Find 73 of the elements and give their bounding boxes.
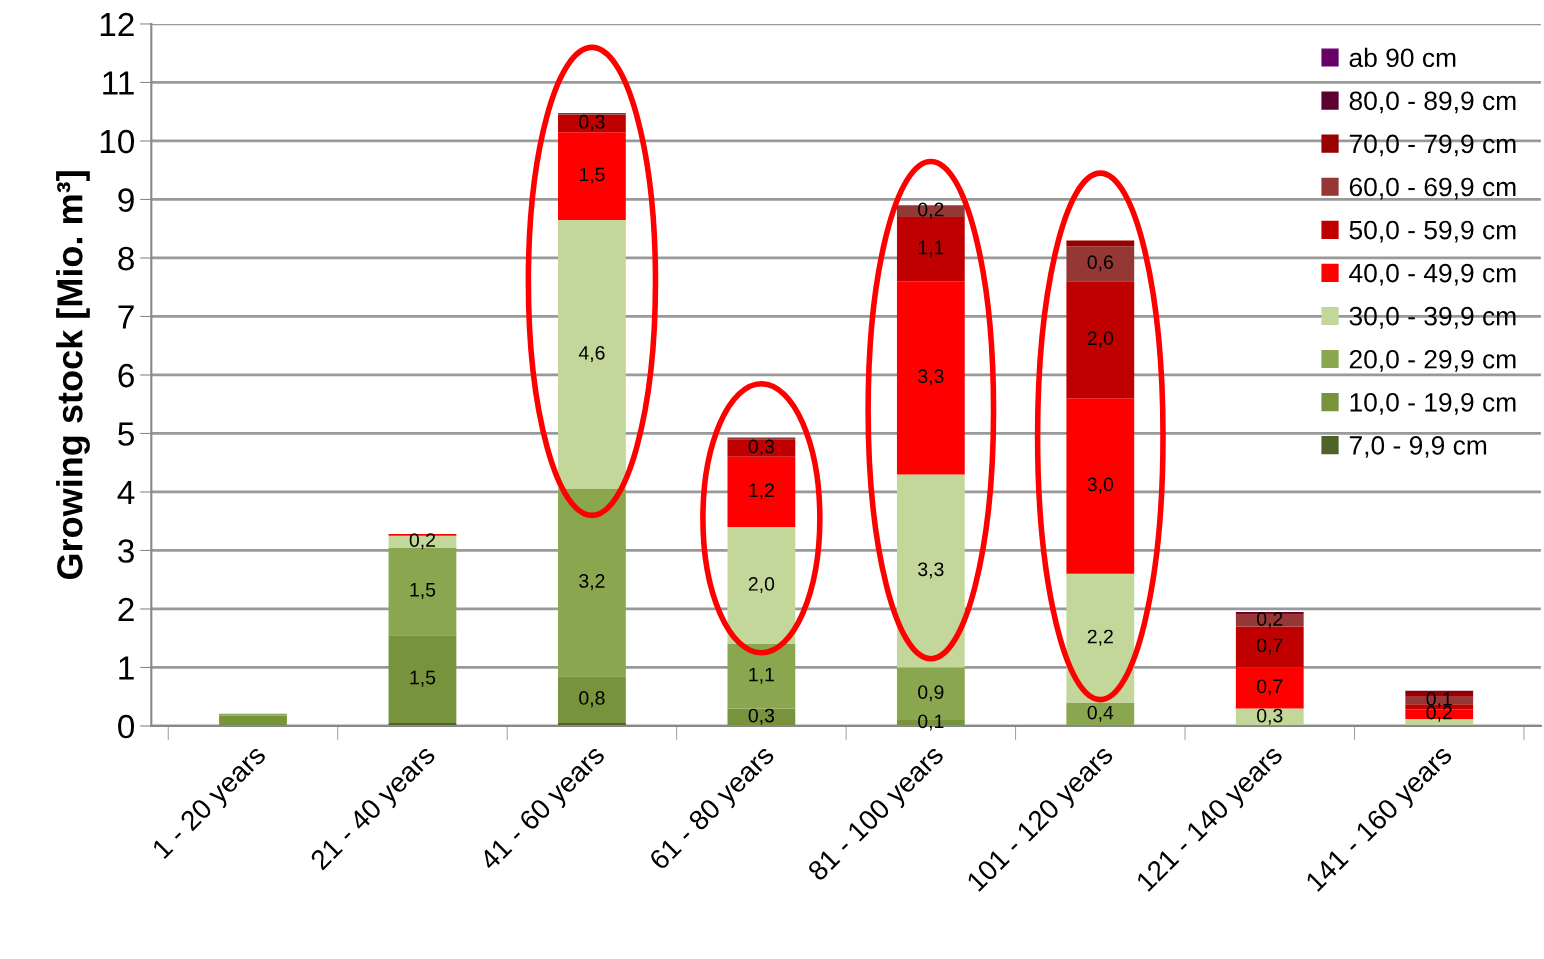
bar xyxy=(727,527,796,645)
bar xyxy=(1066,240,1135,247)
data-label: 0,8 xyxy=(579,691,605,708)
bar xyxy=(558,132,626,220)
bar xyxy=(388,635,457,724)
legend-label: 20,0 - 29,9 cm xyxy=(1349,349,1516,372)
data-label: 1,5 xyxy=(579,167,605,184)
bar xyxy=(1066,398,1135,574)
legend-label: 7,0 - 9,9 cm xyxy=(1349,436,1487,458)
bar xyxy=(1066,246,1135,282)
y-tick-label: 9 xyxy=(118,188,134,212)
legend-label: 50,0 - 59,9 cm xyxy=(1349,220,1516,243)
legend-label: 10,0 - 19,9 cm xyxy=(1350,392,1516,415)
data-label: 0,4 xyxy=(1087,705,1114,722)
data-label: 2,0 xyxy=(1087,331,1114,348)
legend-label: 80,0 - 89,9 cm xyxy=(1349,91,1516,114)
data-label: 0,3 xyxy=(1257,708,1283,725)
y-tick-label: 4 xyxy=(117,481,135,505)
legend-label: 40,0 - 49,9 cm xyxy=(1349,263,1516,286)
y-tick-label: 1 xyxy=(119,656,134,680)
y-tick-label: 3 xyxy=(118,539,134,563)
bar xyxy=(727,644,796,709)
y-axis-title: Growing stock [Mio. m³] xyxy=(56,171,90,580)
bar xyxy=(1235,614,1304,627)
data-label: 1,5 xyxy=(410,583,436,599)
y-tick-label: 8 xyxy=(118,246,134,271)
data-label: 0,1 xyxy=(918,714,944,731)
data-label: 0,3 xyxy=(748,439,775,456)
bar xyxy=(896,281,965,475)
bar xyxy=(896,217,965,282)
data-label: 1,1 xyxy=(749,667,774,684)
data-label: 0,7 xyxy=(1257,679,1283,696)
y-tick-label: 7 xyxy=(118,305,134,329)
data-label: 1,5 xyxy=(410,670,436,687)
data-label: 3,0 xyxy=(1087,477,1114,494)
bar xyxy=(1066,573,1135,703)
y-tick-label: 2 xyxy=(118,597,134,622)
data-label: 2,0 xyxy=(748,577,775,594)
data-label: 0,3 xyxy=(579,114,605,131)
data-label: 3,3 xyxy=(918,562,944,579)
legend-label: ab 90 cm xyxy=(1349,47,1456,68)
data-label: 3,3 xyxy=(918,369,944,386)
data-label: 4,6 xyxy=(578,345,605,363)
bar xyxy=(1066,281,1135,399)
y-tick-label: 10 xyxy=(100,129,135,154)
y-tick-label: 11 xyxy=(103,71,134,95)
bar xyxy=(1235,667,1304,709)
bar xyxy=(388,535,457,548)
y-tick-label: 6 xyxy=(118,363,134,388)
data-label: 0,2 xyxy=(1257,612,1283,629)
data-label: 0,3 xyxy=(748,708,775,725)
bar xyxy=(727,456,796,528)
legend-label: 70,0 - 79,9 cm xyxy=(1349,134,1516,157)
data-label: 0,7 xyxy=(1257,638,1283,655)
data-label: 1,2 xyxy=(749,483,774,500)
data-label: 0,6 xyxy=(1087,255,1113,272)
data-label: 0,2 xyxy=(409,533,435,550)
y-tick-label: 5 xyxy=(118,422,134,446)
bar xyxy=(896,474,965,668)
bar xyxy=(219,715,287,726)
data-label: 2,2 xyxy=(1087,629,1113,646)
y-tick-label: 0 xyxy=(118,714,135,739)
bar xyxy=(558,676,626,724)
y-tick-label: 12 xyxy=(100,12,134,37)
data-label: 3,2 xyxy=(579,574,605,591)
data-label: 0,2 xyxy=(918,202,944,219)
data-label: 0,9 xyxy=(918,685,944,702)
bar xyxy=(727,439,796,457)
bar xyxy=(558,219,626,490)
bar xyxy=(558,489,626,677)
legend-label: 30,0 - 39,9 cm xyxy=(1349,306,1516,329)
legend-label: 60,0 - 69,9 cm xyxy=(1349,177,1516,200)
data-label: 1,1 xyxy=(918,240,944,257)
